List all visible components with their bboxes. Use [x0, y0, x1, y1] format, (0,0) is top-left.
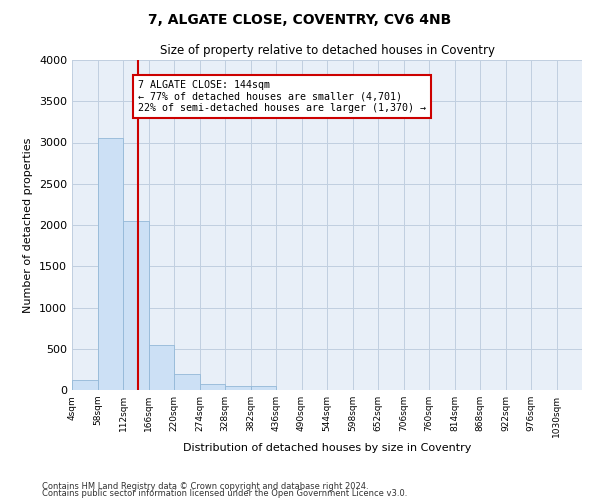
Y-axis label: Number of detached properties: Number of detached properties	[23, 138, 34, 312]
Text: 7 ALGATE CLOSE: 144sqm
← 77% of detached houses are smaller (4,701)
22% of semi-: 7 ALGATE CLOSE: 144sqm ← 77% of detached…	[139, 80, 426, 113]
Bar	[251, 386, 276, 390]
Bar	[97, 138, 123, 390]
Text: 7, ALGATE CLOSE, COVENTRY, CV6 4NB: 7, ALGATE CLOSE, COVENTRY, CV6 4NB	[148, 12, 452, 26]
Text: Contains HM Land Registry data © Crown copyright and database right 2024.: Contains HM Land Registry data © Crown c…	[42, 482, 368, 491]
Bar	[123, 221, 149, 390]
Bar	[72, 380, 97, 390]
Bar	[225, 386, 251, 390]
Bar	[174, 374, 199, 390]
Bar	[200, 384, 225, 390]
Title: Size of property relative to detached houses in Coventry: Size of property relative to detached ho…	[160, 44, 494, 58]
X-axis label: Distribution of detached houses by size in Coventry: Distribution of detached houses by size …	[183, 442, 471, 452]
Bar	[149, 344, 174, 390]
Text: Contains public sector information licensed under the Open Government Licence v3: Contains public sector information licen…	[42, 489, 407, 498]
